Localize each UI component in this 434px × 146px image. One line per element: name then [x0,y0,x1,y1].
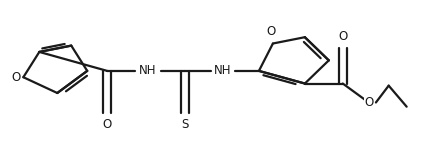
Text: S: S [181,118,189,131]
Text: NH: NH [138,64,156,77]
Text: O: O [266,25,276,38]
Text: O: O [102,118,112,131]
Text: NH: NH [214,64,232,77]
Text: O: O [364,96,373,109]
Text: O: O [11,71,20,84]
Text: O: O [338,30,347,43]
